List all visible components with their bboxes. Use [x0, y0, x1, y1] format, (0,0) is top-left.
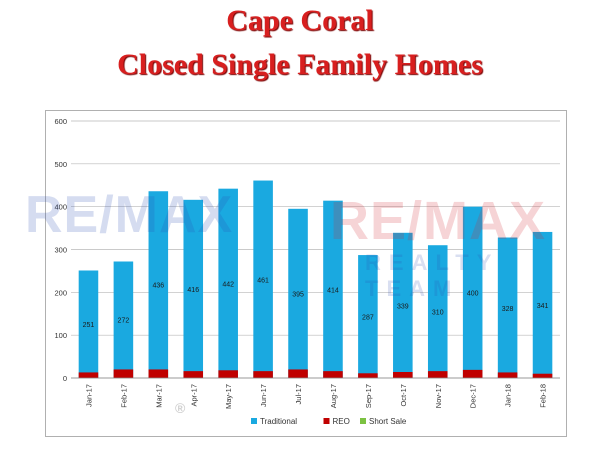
- chart-area: 0 100 200 300 400 500 600 251 Jan-17 272 Feb-17 436…: [45, 110, 567, 437]
- data-label-traditional: 416: [187, 287, 199, 294]
- x-tick-label: Jan-17: [84, 384, 93, 407]
- bar-traditional: [497, 237, 518, 378]
- x-tick-label: Mar-17: [154, 384, 163, 408]
- bar-reo: [323, 371, 343, 378]
- bar-traditional: [113, 261, 134, 378]
- chart-title-line2: Closed Single Family Homes: [117, 48, 483, 81]
- data-label-traditional: 395: [292, 291, 304, 298]
- bar-reo: [78, 372, 99, 378]
- x-tick-label: Feb-18: [539, 384, 548, 408]
- x-tick-label: Sep-17: [364, 384, 373, 408]
- bar-traditional: [323, 200, 343, 378]
- y-tick-label: 100: [54, 331, 67, 340]
- x-tick-label: Nov-17: [434, 384, 443, 408]
- bar-reo: [462, 369, 483, 378]
- bar-reo: [427, 371, 448, 378]
- y-tick-label: 400: [54, 203, 67, 212]
- bar-chart: 0 100 200 300 400 500 600 251 Jan-17 272 Feb-17 436…: [54, 117, 560, 426]
- legend-swatch: [360, 418, 366, 424]
- bar-traditional: [358, 255, 378, 378]
- data-label-traditional: 341: [537, 303, 549, 310]
- bar-traditional: [183, 199, 204, 378]
- bar-traditional: [218, 188, 238, 378]
- x-tick-label: Jun-17: [259, 384, 268, 407]
- data-label-traditional: 339: [397, 303, 409, 310]
- bar-traditional: [532, 231, 553, 378]
- bar-reo: [288, 369, 308, 378]
- y-tick-label: 0: [63, 374, 67, 383]
- bar-reo: [253, 371, 273, 378]
- x-tick-label: Jul-17: [294, 384, 303, 404]
- chart-title-line1: Cape Coral: [226, 4, 374, 37]
- x-tick-label: Oct-17: [399, 384, 408, 407]
- bar-traditional: [393, 232, 413, 378]
- y-tick-label: 600: [54, 117, 67, 126]
- bar-reo: [393, 372, 413, 378]
- x-tick-label: Jan-18: [504, 384, 513, 407]
- bar-traditional: [427, 245, 448, 378]
- bar-reo: [532, 373, 553, 378]
- data-label-traditional: 287: [362, 315, 374, 322]
- bar-reo: [113, 369, 134, 378]
- data-label-traditional: 461: [257, 277, 269, 284]
- x-tick-label: May-17: [224, 384, 233, 409]
- bar-traditional: [462, 206, 483, 378]
- x-tick-label: Dec-17: [469, 384, 478, 408]
- legend-label: Traditional: [260, 417, 297, 426]
- bar-traditional: [148, 191, 169, 378]
- bar-traditional: [288, 208, 308, 378]
- x-tick-label: Feb-17: [119, 384, 128, 408]
- data-label-traditional: 272: [118, 318, 130, 325]
- y-tick-label: 300: [54, 246, 67, 255]
- data-label-traditional: 251: [83, 322, 95, 329]
- data-label-traditional: 414: [327, 287, 339, 294]
- y-tick-label: 200: [54, 288, 67, 297]
- data-label-traditional: 328: [502, 306, 514, 313]
- x-tick-label: Apr-17: [189, 384, 198, 407]
- y-tick-label: 500: [54, 160, 67, 169]
- legend-label: Short Sale: [369, 417, 407, 426]
- bar-traditional: [253, 180, 273, 378]
- data-label-traditional: 436: [152, 283, 164, 290]
- data-label-traditional: 310: [432, 310, 444, 317]
- data-label-traditional: 442: [222, 281, 234, 288]
- data-label-traditional: 400: [467, 290, 479, 297]
- legend-swatch: [323, 418, 330, 424]
- bar-reo: [497, 372, 518, 378]
- x-tick-label: Aug-17: [329, 384, 338, 408]
- bar-reo: [148, 369, 169, 378]
- bar-reo: [183, 371, 204, 378]
- legend-label: REO: [333, 417, 350, 426]
- legend-swatch: [251, 418, 257, 424]
- bar-traditional: [78, 270, 99, 378]
- bar-reo: [218, 370, 238, 378]
- bar-reo: [358, 373, 378, 378]
